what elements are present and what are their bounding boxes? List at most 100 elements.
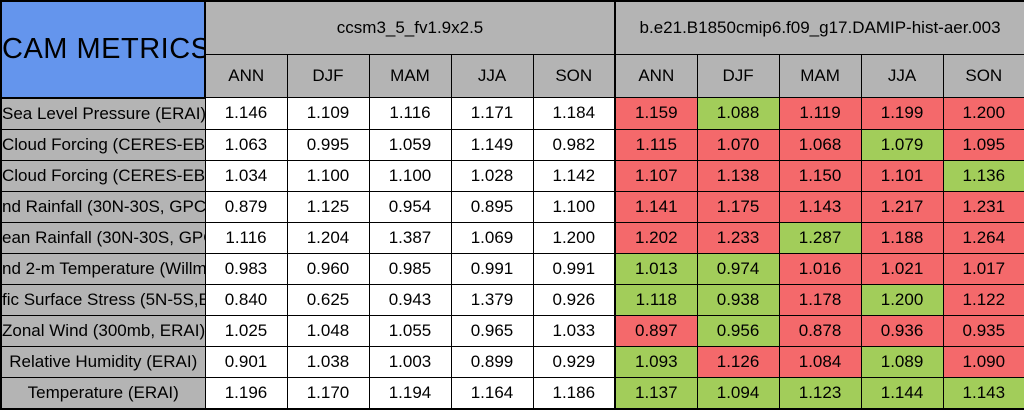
metric-cell: 1.171 — [450, 97, 534, 130]
metric-cell: 1.063 — [204, 128, 288, 161]
col-header-mam: MAM — [778, 54, 862, 98]
metric-cell: 1.186 — [532, 376, 616, 409]
metric-cell: 0.995 — [286, 128, 370, 161]
table-row: Cloud Forcing (CERES-EB 1.034 1.100 1.10… — [0, 159, 1024, 192]
metric-cell: 1.059 — [368, 128, 452, 161]
metric-cell: 1.055 — [368, 314, 452, 347]
metric-cell-colored: 1.138 — [696, 159, 780, 192]
metric-row-label: fic Surface Stress (5N-5S,E — [0, 283, 206, 316]
metric-cell: 0.985 — [368, 252, 452, 285]
table-row: fic Surface Stress (5N-5S,E 0.840 0.625 … — [0, 283, 1024, 316]
metric-cell-colored: 1.199 — [860, 97, 944, 130]
metric-cell: 1.204 — [286, 221, 370, 254]
col-header-mam: MAM — [368, 54, 452, 98]
metric-cell: 1.146 — [204, 97, 288, 130]
metric-cell-colored: 1.084 — [778, 345, 862, 378]
metric-cell-colored: 0.938 — [696, 283, 780, 316]
metric-cell-colored: 1.202 — [614, 221, 698, 254]
metric-cell-colored: 1.089 — [860, 345, 944, 378]
metric-row-label: Cloud Forcing (CERES-EB — [0, 128, 206, 161]
metric-cell-colored: 1.088 — [696, 97, 780, 130]
metric-row-label: nd Rainfall (30N-30S, GPC — [0, 190, 206, 223]
metric-cell-colored: 1.119 — [778, 97, 862, 130]
metric-cell-colored: 1.188 — [860, 221, 944, 254]
metric-cell: 0.991 — [450, 252, 534, 285]
metric-row-label: Temperature (ERAI) — [0, 376, 206, 409]
metric-cell-colored: 1.013 — [614, 252, 698, 285]
table-row: ean Rainfall (30N-30S, GPC 1.116 1.204 1… — [0, 221, 1024, 254]
metric-cell: 1.048 — [286, 314, 370, 347]
metric-cell-colored: 1.107 — [614, 159, 698, 192]
col-header-djf: DJF — [696, 54, 780, 98]
metric-cell: 0.965 — [450, 314, 534, 347]
metric-cell: 1.387 — [368, 221, 452, 254]
metric-cell-colored: 1.122 — [942, 283, 1024, 316]
col-header-son: SON — [532, 54, 616, 98]
metric-cell-colored: 1.287 — [778, 221, 862, 254]
metric-cell-colored: 1.143 — [778, 190, 862, 223]
metric-cell: 1.142 — [532, 159, 616, 192]
metric-cell-colored: 1.200 — [860, 283, 944, 316]
table-row: Relative Humidity (ERAI) 0.901 1.038 1.0… — [0, 345, 1024, 378]
metric-cell-colored: 1.178 — [778, 283, 862, 316]
metric-cell-colored: 1.231 — [942, 190, 1024, 223]
metric-cell: 0.899 — [450, 345, 534, 378]
metric-row-label: ean Rainfall (30N-30S, GPC — [0, 221, 206, 254]
metric-cell-colored: 1.143 — [942, 376, 1024, 409]
metric-cell-colored: 1.137 — [614, 376, 698, 409]
metric-cell: 0.954 — [368, 190, 452, 223]
metric-cell: 1.033 — [532, 314, 616, 347]
group-header-row: CAM METRICS ccsm3_5_fv1.9x2.5 b.e21.B185… — [0, 0, 1024, 99]
metric-cell: 0.879 — [204, 190, 288, 223]
metric-cell-colored: 1.175 — [696, 190, 780, 223]
table-row: nd Rainfall (30N-30S, GPC 0.879 1.125 0.… — [0, 190, 1024, 223]
metric-cell-colored: 0.897 — [614, 314, 698, 347]
metric-cell: 1.125 — [286, 190, 370, 223]
col-header-ann: ANN — [204, 54, 288, 98]
metric-cell: 1.038 — [286, 345, 370, 378]
col-header-jja: JJA — [860, 54, 944, 98]
metric-cell-colored: 1.141 — [614, 190, 698, 223]
metric-cell-colored: 1.150 — [778, 159, 862, 192]
metric-cell: 1.100 — [532, 190, 616, 223]
metric-cell: 1.170 — [286, 376, 370, 409]
metric-row-label: Relative Humidity (ERAI) — [0, 345, 206, 378]
metric-cell: 0.991 — [532, 252, 616, 285]
metric-cell-colored: 1.017 — [942, 252, 1024, 285]
metric-cell-colored: 1.233 — [696, 221, 780, 254]
metric-cell: 0.943 — [368, 283, 452, 316]
table-row: Temperature (ERAI) 1.196 1.170 1.194 1.1… — [0, 376, 1024, 409]
metric-cell-colored: 0.936 — [860, 314, 944, 347]
metric-cell-colored: 1.217 — [860, 190, 944, 223]
col-header-jja: JJA — [450, 54, 534, 98]
metric-cell: 1.200 — [532, 221, 616, 254]
metric-cell-colored: 0.878 — [778, 314, 862, 347]
col-header-djf: DJF — [286, 54, 370, 98]
metric-cell-colored: 1.079 — [860, 128, 944, 161]
metric-cell: 0.983 — [204, 252, 288, 285]
metric-cell-colored: 1.200 — [942, 97, 1024, 130]
metric-cell: 1.100 — [368, 159, 452, 192]
metric-cell-colored: 1.016 — [778, 252, 862, 285]
metric-cell: 1.003 — [368, 345, 452, 378]
metric-cell-colored: 1.126 — [696, 345, 780, 378]
metric-cell-colored: 1.159 — [614, 97, 698, 130]
metric-cell-colored: 1.095 — [942, 128, 1024, 161]
metric-cell: 1.149 — [450, 128, 534, 161]
metric-cell-colored: 1.123 — [778, 376, 862, 409]
metric-cell-colored: 1.264 — [942, 221, 1024, 254]
col-header-ann: ANN — [614, 54, 698, 98]
metric-cell: 1.109 — [286, 97, 370, 130]
group-header-run2: b.e21.B1850cmip6.f09_g17.DAMIP-hist-aer.… — [614, 0, 1024, 55]
table-row: Zonal Wind (300mb, ERAI) 1.025 1.048 1.0… — [0, 314, 1024, 347]
metric-cell-colored: 1.068 — [778, 128, 862, 161]
metric-row-label: nd 2-m Temperature (Willmo — [0, 252, 206, 285]
col-header-son: SON — [942, 54, 1024, 98]
metric-cell: 1.025 — [204, 314, 288, 347]
metric-cell-colored: 0.935 — [942, 314, 1024, 347]
metric-cell-colored: 1.094 — [696, 376, 780, 409]
metric-cell: 1.034 — [204, 159, 288, 192]
metric-cell-colored: 1.093 — [614, 345, 698, 378]
metric-cell-colored: 1.115 — [614, 128, 698, 161]
